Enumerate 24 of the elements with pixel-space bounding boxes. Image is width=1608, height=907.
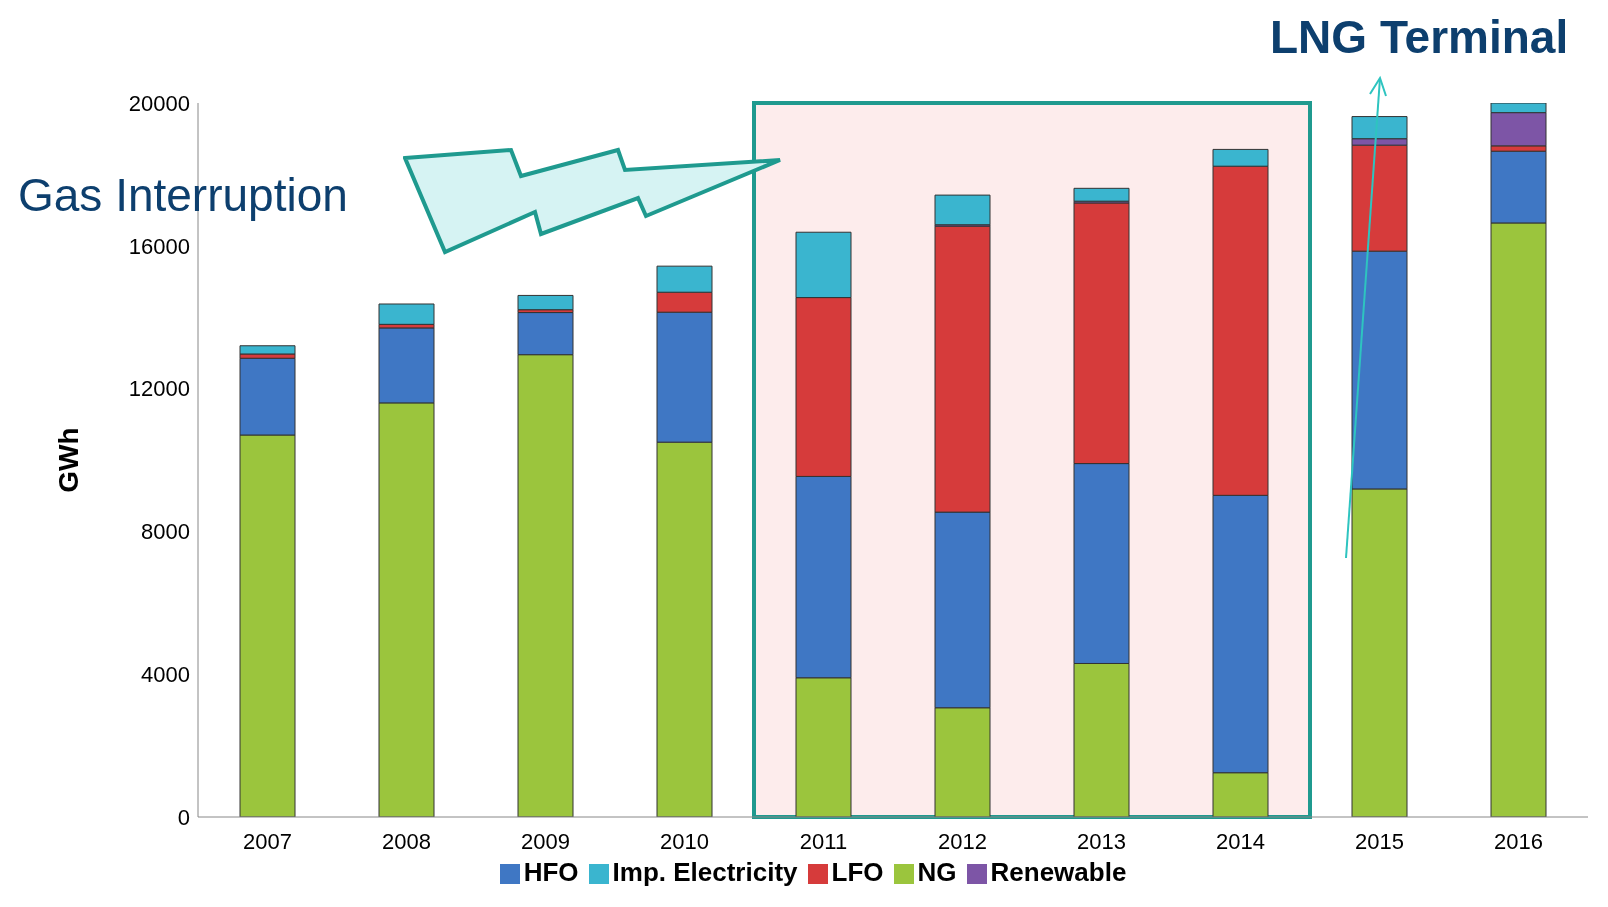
x-tick-label: 2016 [1494,828,1543,854]
y-tick-label: 8000 [141,519,190,545]
x-tick-label: 2008 [382,828,431,854]
x-tick-label: 2009 [521,828,570,854]
x-tick-label: 2011 [799,828,848,854]
y-tick-label: 4000 [141,662,190,688]
x-tick-label: 2007 [243,828,292,854]
y-axis-title: GWh [52,427,84,493]
legend-label: HFO [523,857,579,887]
x-tick-label: 2014 [1216,828,1265,854]
x-tick-label: 2015 [1355,828,1404,854]
y-tick-label: 0 [177,804,190,830]
x-tick-label: 2010 [660,828,709,854]
legend-label: LFO [831,857,884,887]
x-tick-label: 2013 [1077,828,1126,854]
annotation: Gas Interruption [18,168,348,222]
y-tick-label: 20000 [128,90,190,116]
y-tick-label: 12000 [128,376,190,402]
legend-label: NG [917,857,957,887]
y-tick-label: 16000 [128,233,190,259]
x-tick-label: 2012 [938,828,987,854]
legend-label: Renewable [990,857,1127,887]
text: LNG Terminal [1270,10,1569,64]
legend-label: Imp. Electricity [612,857,798,887]
